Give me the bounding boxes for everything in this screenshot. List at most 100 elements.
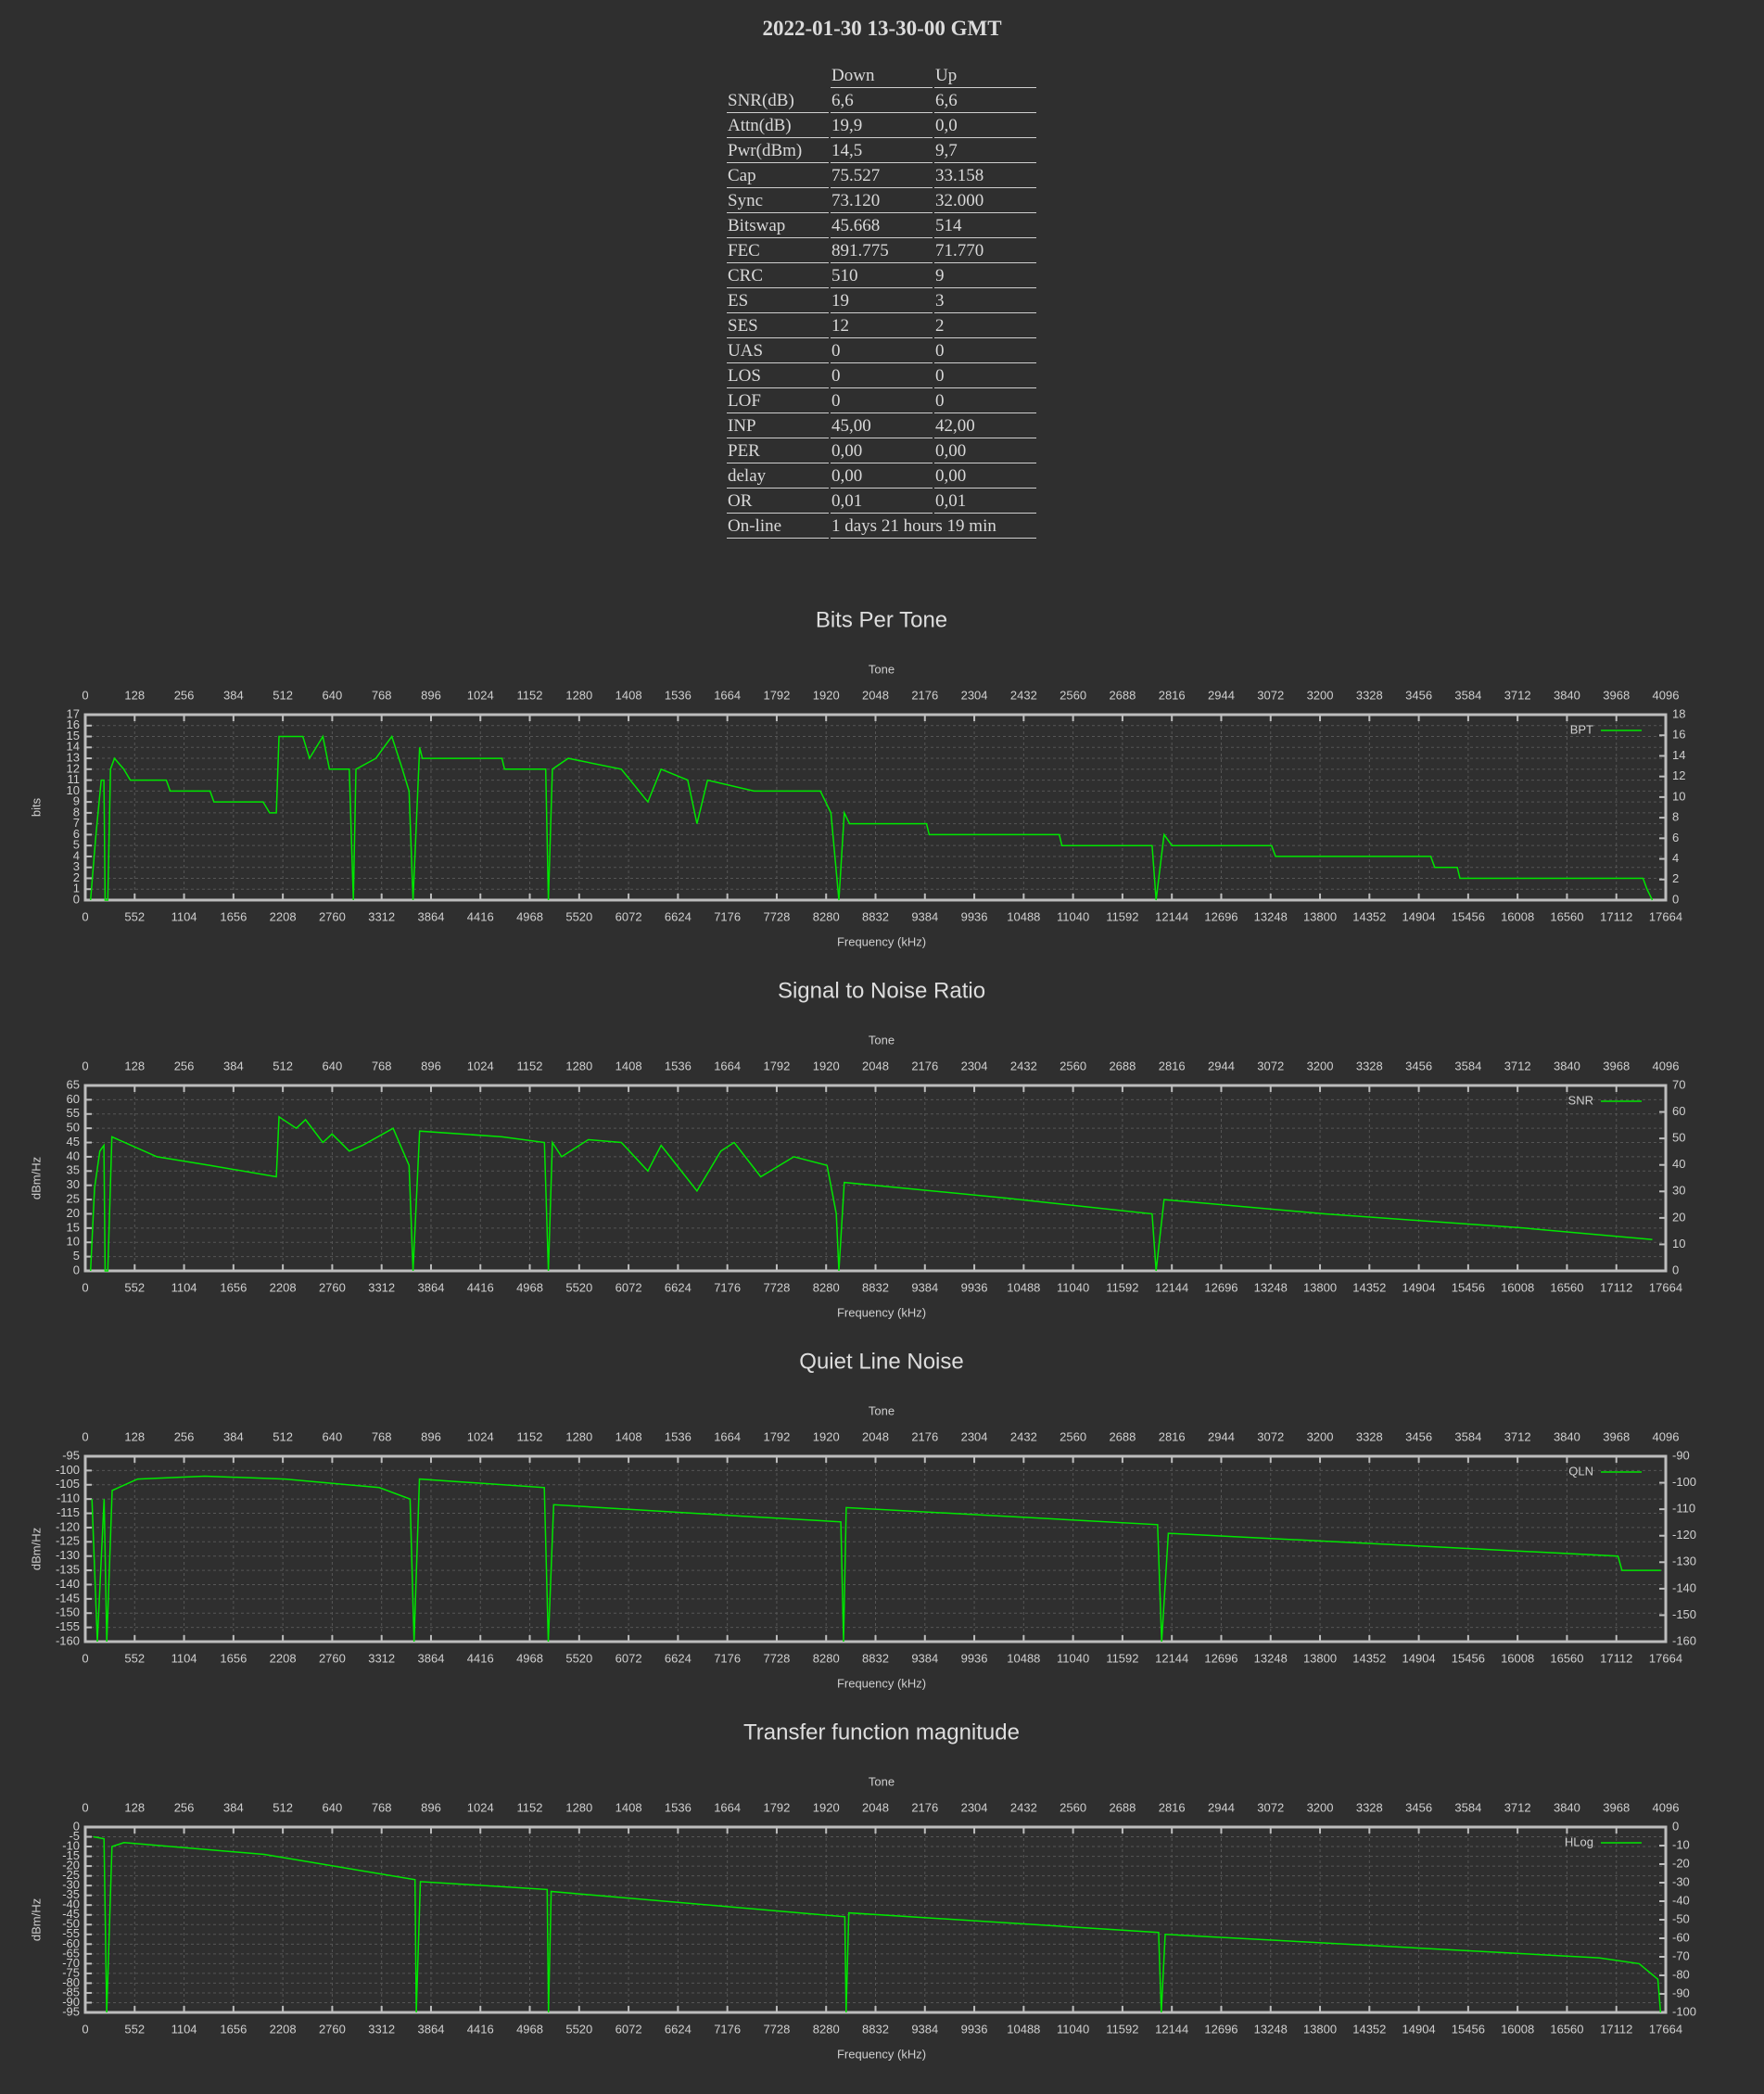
y-tick-label: 20 bbox=[67, 1206, 80, 1220]
x2-tick-label: 512 bbox=[273, 1429, 293, 1443]
x2-tick-label: 1792 bbox=[763, 1059, 790, 1072]
y2-tick-label: 40 bbox=[1672, 1157, 1685, 1171]
x2-tick-label: 128 bbox=[124, 1429, 145, 1443]
y-tick-label: -140 bbox=[56, 1577, 80, 1591]
cell: 19,9 bbox=[831, 113, 933, 138]
x2-tick-label: 1024 bbox=[467, 1800, 494, 1814]
y-tick-label: -20 bbox=[62, 1859, 80, 1872]
x2-tick-label: 2688 bbox=[1109, 1429, 1136, 1443]
x2-tick-label: 3072 bbox=[1257, 1800, 1284, 1814]
x-tick-label: 15456 bbox=[1452, 2022, 1485, 2036]
x-tick-label: 4968 bbox=[516, 1280, 543, 1294]
x2-tick-label: 384 bbox=[223, 688, 244, 702]
x2-tick-label: 3968 bbox=[1603, 1059, 1630, 1072]
x-tick-label: 7728 bbox=[763, 2022, 790, 2036]
y2-tick-label: -20 bbox=[1672, 1856, 1690, 1870]
x2-tick-label: 1408 bbox=[615, 1059, 642, 1072]
x2-tick-label: 3840 bbox=[1554, 1059, 1580, 1072]
x2-tick-label: 1408 bbox=[615, 688, 642, 702]
cell: 42,00 bbox=[934, 413, 1036, 438]
x-tick-label: 3312 bbox=[368, 1280, 395, 1294]
x2-tick-label: 3328 bbox=[1356, 688, 1383, 702]
y2-tick-label: 20 bbox=[1672, 1210, 1685, 1224]
x2-tick-label: 3200 bbox=[1307, 1059, 1334, 1072]
x-tick-label: 3864 bbox=[418, 1651, 445, 1665]
x2-tick-label: 256 bbox=[174, 1059, 195, 1072]
y-tick-label: 4 bbox=[73, 848, 80, 862]
x-tick-label: 8280 bbox=[813, 909, 840, 923]
cell: 0,00 bbox=[934, 463, 1036, 489]
x-tick-label: 0 bbox=[82, 1651, 88, 1665]
row-label: PER bbox=[727, 438, 829, 463]
y-tick-label: 40 bbox=[67, 1149, 80, 1162]
x-tick-label: 16560 bbox=[1550, 1280, 1583, 1294]
y-tick-label: 45 bbox=[67, 1135, 80, 1149]
x-tick-label: 14904 bbox=[1402, 2022, 1436, 2036]
y2-tick-label: 2 bbox=[1672, 871, 1679, 885]
x2-tick-label: 1152 bbox=[517, 1429, 543, 1443]
y-tick-label: -145 bbox=[56, 1591, 80, 1605]
row-label: Sync bbox=[727, 188, 829, 213]
x2-tick-label: 1152 bbox=[517, 1800, 543, 1814]
cell: 75.527 bbox=[831, 163, 933, 188]
stats-table: Down Up SNR(dB) 6,6 6,6 Attn(dB) 19,9 0,0 Pwr(… bbox=[725, 63, 1038, 539]
x2-tick-label: 4096 bbox=[1653, 1059, 1680, 1072]
x-tick-label: 1104 bbox=[171, 2022, 197, 2036]
cell: 45.668 bbox=[831, 213, 933, 238]
row-label: FEC bbox=[727, 238, 829, 263]
stats-row: INP 45,00 42,00 bbox=[727, 413, 1036, 438]
y-tick-label: -155 bbox=[56, 1619, 80, 1633]
column-header: Up bbox=[934, 63, 1036, 88]
y2-tick-label: 0 bbox=[1672, 892, 1679, 906]
y-tick-label: 5 bbox=[73, 1249, 80, 1263]
x-tick-label: 15456 bbox=[1452, 909, 1485, 923]
x2-tick-label: 3840 bbox=[1554, 688, 1580, 702]
cell: 0 bbox=[934, 338, 1036, 363]
y-axis-title: dBm/Hz bbox=[29, 1898, 43, 1941]
stats-row: LOS 0 0 bbox=[727, 363, 1036, 388]
y-tick-label: 15 bbox=[67, 1220, 80, 1234]
y2-tick-label: -140 bbox=[1672, 1580, 1696, 1594]
x2-tick-label: 1536 bbox=[665, 1800, 692, 1814]
x2-tick-label: 4096 bbox=[1653, 1800, 1680, 1814]
y2-tick-label: -10 bbox=[1672, 1837, 1690, 1851]
x2-tick-label: 2432 bbox=[1010, 1429, 1037, 1443]
legend-label: HLog bbox=[1565, 1834, 1593, 1848]
x-tick-label: 3864 bbox=[418, 2022, 445, 2036]
y-tick-label: 8 bbox=[73, 805, 80, 819]
y-tick-label: 55 bbox=[67, 1106, 80, 1120]
row-label: Cap bbox=[727, 163, 829, 188]
x-axis-title: Frequency (kHz) bbox=[837, 1676, 926, 1690]
stats-row: UAS 0 0 bbox=[727, 338, 1036, 363]
cell: 0 bbox=[831, 388, 933, 413]
y-tick-label: -125 bbox=[56, 1534, 80, 1548]
stats-row: SES 12 2 bbox=[727, 313, 1036, 338]
chart-title: Bits Per Tone bbox=[816, 607, 947, 632]
x2-tick-label: 896 bbox=[421, 1429, 441, 1443]
cell: 0,01 bbox=[934, 489, 1036, 514]
x-tick-label: 11040 bbox=[1057, 1280, 1089, 1294]
x-tick-label: 9936 bbox=[961, 1651, 988, 1665]
x2-tick-label: 640 bbox=[323, 688, 343, 702]
y-tick-label: 50 bbox=[67, 1121, 80, 1135]
x-tick-label: 1104 bbox=[171, 1280, 197, 1294]
x2-tick-label: 2816 bbox=[1159, 1429, 1186, 1443]
x-tick-label: 11592 bbox=[1106, 909, 1138, 923]
x-tick-label: 14352 bbox=[1352, 909, 1386, 923]
cell: 0,0 bbox=[934, 113, 1036, 138]
x2-tick-label: 1664 bbox=[714, 1429, 741, 1443]
cell: 0 bbox=[831, 363, 933, 388]
y2-tick-label: 50 bbox=[1672, 1131, 1685, 1145]
x2-tick-label: 2176 bbox=[911, 688, 938, 702]
x2-tick-label: 3584 bbox=[1454, 688, 1481, 702]
stats-row: Attn(dB) 19,9 0,0 bbox=[727, 113, 1036, 138]
x-tick-label: 9936 bbox=[961, 2022, 988, 2036]
y-axis-title: dBm/Hz bbox=[29, 1157, 43, 1199]
x-tick-label: 12144 bbox=[1155, 2022, 1188, 2036]
x2-tick-label: 2432 bbox=[1010, 688, 1037, 702]
y2-tick-label: -50 bbox=[1672, 1911, 1690, 1925]
y-tick-label: 0 bbox=[73, 1819, 80, 1833]
y-tick-label: -10 bbox=[62, 1838, 80, 1852]
x-tick-label: 12144 bbox=[1155, 1651, 1188, 1665]
plot-frame bbox=[83, 1825, 1668, 2014]
